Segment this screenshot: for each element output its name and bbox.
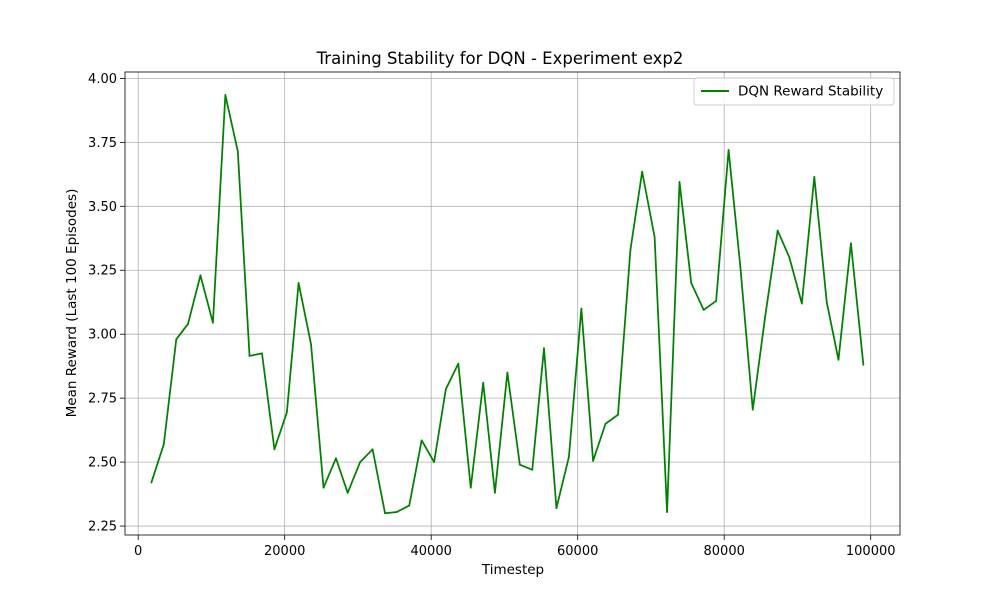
data-point	[150, 481, 153, 484]
data-point	[653, 236, 656, 238]
data-point	[776, 229, 779, 232]
y-tick-label: 3.00	[88, 328, 117, 343]
data-point	[580, 307, 583, 310]
data-point	[346, 491, 349, 494]
data-point	[702, 309, 705, 311]
data-point	[420, 439, 423, 442]
x-tick-label: 60000	[557, 544, 598, 559]
data-point	[285, 411, 288, 414]
x-tick-label: 40000	[411, 544, 452, 559]
data-point	[494, 491, 496, 494]
data-point	[310, 343, 312, 346]
data-point	[236, 150, 239, 153]
data-point	[751, 408, 754, 411]
data-point	[433, 461, 436, 463]
y-tick-label: 2.25	[88, 520, 117, 535]
y-tick-label: 3.25	[88, 264, 117, 279]
x-tick-label: 100000	[846, 544, 896, 559]
data-point	[187, 323, 189, 325]
data-point	[322, 486, 325, 489]
data-point	[457, 362, 460, 365]
data-point	[788, 256, 791, 259]
data-point	[408, 504, 411, 507]
data-point	[359, 461, 362, 463]
data-point	[543, 347, 545, 350]
data-point	[384, 512, 386, 515]
data-point	[641, 170, 644, 173]
data-point	[727, 149, 730, 151]
x-axis-label: Timestep	[481, 562, 544, 578]
data-point	[199, 274, 202, 277]
y-tick-label: 3.50	[88, 200, 117, 215]
data-point	[837, 358, 840, 361]
legend: DQN Reward Stability	[693, 77, 895, 106]
data-point	[862, 363, 865, 366]
data-point	[531, 468, 534, 471]
data-point	[604, 422, 607, 425]
data-point	[395, 511, 398, 513]
data-point	[248, 355, 251, 357]
data-point	[444, 388, 447, 391]
y-tick-label: 4.00	[88, 72, 117, 87]
data-point	[162, 443, 165, 446]
data-point	[850, 242, 852, 245]
data-point	[506, 371, 509, 374]
data-point	[297, 282, 300, 284]
data-point	[739, 265, 742, 268]
x-tick-label: 0	[134, 544, 142, 559]
data-point	[175, 338, 178, 341]
x-tick-label: 80000	[704, 544, 745, 559]
data-point	[690, 282, 693, 284]
data-point	[666, 511, 668, 513]
data-point	[813, 175, 816, 178]
data-point	[224, 94, 227, 96]
chart-title: Training Stability for DQN - Experiment …	[316, 49, 684, 68]
axes-frame	[124, 71, 901, 536]
data-point	[273, 448, 276, 451]
data-point	[592, 459, 594, 462]
data-point	[825, 301, 828, 304]
data-point	[335, 457, 337, 460]
y-tick-label: 3.75	[88, 136, 117, 151]
legend-box	[693, 77, 895, 106]
grid-lines	[125, 72, 900, 535]
data-point	[482, 381, 485, 384]
data-point	[261, 352, 263, 355]
series-layer	[150, 94, 865, 515]
y-axis-label: Mean Reward (Last 100 Episodes)	[64, 189, 80, 418]
legend-label: DQN Reward Stability	[738, 84, 883, 100]
data-point	[800, 302, 803, 305]
data-point	[212, 321, 214, 324]
data-point	[518, 463, 521, 466]
data-point	[617, 413, 619, 416]
data-point	[629, 248, 632, 251]
data-point	[715, 300, 718, 302]
data-point	[371, 448, 374, 451]
data-point	[764, 315, 767, 318]
data-point	[469, 486, 472, 489]
y-tick-label: 2.50	[88, 456, 117, 471]
data-point	[555, 507, 558, 510]
data-point	[678, 181, 681, 183]
y-tick-label: 2.75	[88, 392, 117, 407]
y-axis-ticks: 2.25 2.50 2.75 3.00 3.25 3.50 3.75 4.00	[88, 72, 125, 535]
data-point	[568, 456, 570, 458]
x-tick-label: 20000	[264, 544, 305, 559]
x-axis-ticks: 0 20000 40000 60000 80000 100000	[134, 535, 896, 559]
